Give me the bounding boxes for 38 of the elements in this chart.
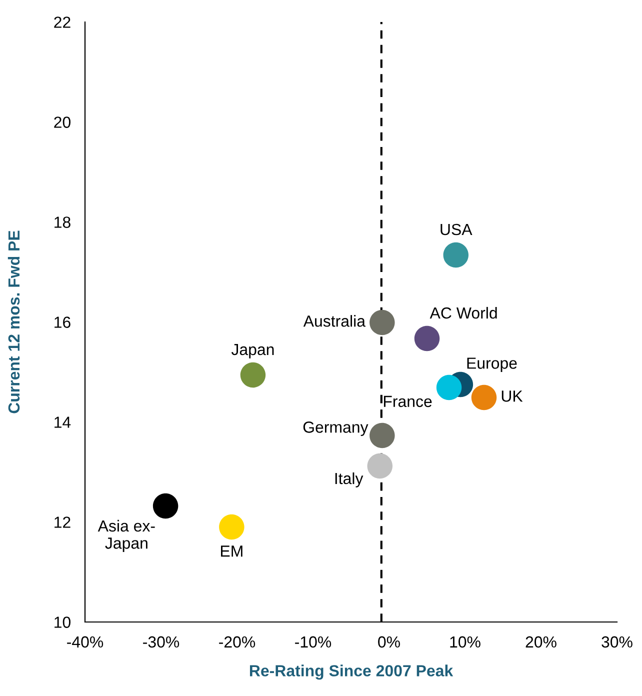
x-tick-label: 10%: [450, 636, 480, 648]
x-tick-label: 30%: [602, 636, 632, 648]
x-tick-label: 20%: [526, 636, 556, 648]
point: [414, 326, 440, 352]
y-tick-label: 20: [54, 116, 70, 128]
y-axis-title: Current 12 mos. Fwd PE: [8, 230, 20, 414]
series-label: USA: [440, 224, 472, 236]
x-axis-title: Re-Rating Since 2007 Peak: [250, 664, 454, 680]
series-label: UK: [502, 390, 523, 402]
point: [219, 514, 244, 540]
point: [152, 493, 178, 519]
series-label: Australia: [303, 315, 366, 327]
series-label: Japan: [231, 344, 274, 358]
series-label: Europe: [467, 358, 517, 372]
point: [240, 362, 266, 388]
y-tick-label: 12: [54, 516, 70, 528]
point: [471, 384, 497, 410]
series-label: France: [384, 396, 432, 408]
point: [436, 374, 462, 400]
x-tick-label: -30%: [143, 636, 180, 648]
series-label: AC World: [430, 306, 497, 319]
x-tick-label: -10%: [295, 636, 332, 648]
y-tick-label: 16: [54, 316, 70, 328]
point: [443, 242, 468, 268]
y-tick-label: 22: [54, 16, 70, 28]
point: [370, 310, 395, 336]
series-label: Italy: [335, 472, 364, 488]
series-label: Asia ex- Japan: [98, 520, 155, 552]
y-tick-label: 14: [54, 416, 71, 428]
point: [370, 422, 395, 448]
series-label: EM: [221, 546, 242, 557]
y-tick-label: 10: [54, 616, 70, 628]
y-tick-label: 18: [54, 216, 70, 228]
x-tick-label: -40%: [67, 636, 104, 648]
point: [367, 453, 392, 479]
series-label: Germany: [303, 422, 368, 436]
x-tick-label: 0%: [378, 636, 400, 648]
x-tick-label: -20%: [219, 636, 256, 648]
